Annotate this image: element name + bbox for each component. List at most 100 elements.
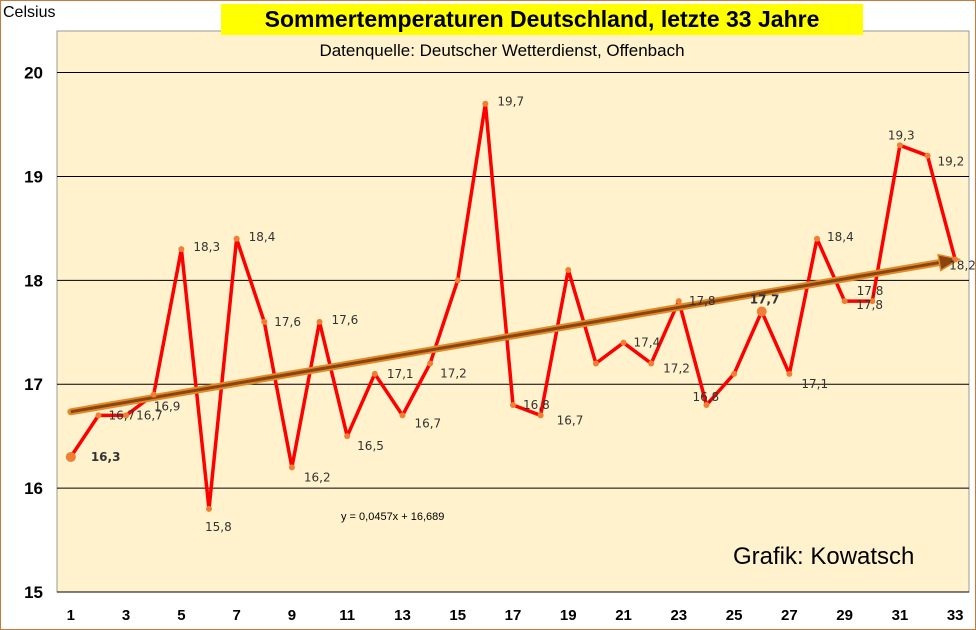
data-label: 16,5 [357, 439, 384, 453]
chart-title: Sommertemperaturen Deutschland, letzte 3… [221, 4, 863, 35]
data-label: 17,8 [689, 294, 716, 308]
data-label: 17,1 [387, 367, 414, 381]
y-tick-label: 17 [24, 375, 43, 394]
data-label: 19,7 [497, 95, 524, 109]
y-tick-label: 18 [24, 271, 43, 290]
y-tick-label: 20 [24, 64, 43, 83]
data-point [288, 464, 295, 471]
data-point [371, 370, 378, 377]
x-tick-label: 11 [339, 607, 355, 624]
data-label: 17,1 [801, 377, 828, 391]
x-tick-label: 29 [836, 607, 853, 624]
data-point [592, 360, 599, 367]
data-point [95, 412, 102, 419]
trendline-equation: y = 0,0457x + 16,689 [341, 511, 445, 523]
data-label: 17,8 [857, 284, 884, 298]
data-point [261, 318, 268, 325]
x-tick-label: 25 [726, 607, 743, 624]
data-label: 17,6 [274, 315, 301, 329]
x-tick-label: 21 [615, 607, 632, 624]
y-tick-label: 15 [24, 583, 43, 602]
data-point [233, 235, 240, 242]
data-label: 18,4 [827, 230, 854, 244]
plot-area [56, 30, 970, 593]
x-axis-ticks: 1 3 5 7 9 11 13 15 17 19 21 23 25 27 29 31 33 [67, 607, 964, 624]
data-point [814, 235, 820, 242]
data-point [150, 391, 157, 398]
data-labels: 16,316,7 16,716,918,315,818,417,616,217,6… [91, 95, 975, 534]
data-label: 18,4 [249, 230, 276, 244]
data-label: 17,4 [634, 336, 661, 350]
x-tick-label: 13 [394, 607, 411, 624]
y-tick-label: 16 [24, 479, 43, 498]
trend-line-core [70, 261, 940, 414]
data-point [648, 360, 655, 367]
x-tick-label: 33 [947, 607, 964, 624]
data-point [65, 451, 76, 462]
data-label: 16,3 [91, 450, 121, 464]
data-label: 15,8 [205, 520, 232, 534]
data-label: 17,2 [663, 361, 690, 375]
data-point [399, 412, 406, 419]
data-point [924, 152, 931, 159]
data-label: 17,7 [750, 293, 780, 307]
x-tick-label: 23 [670, 607, 687, 624]
data-point [841, 298, 848, 305]
gridlines [57, 72, 969, 593]
data-point [316, 318, 323, 325]
data-point [206, 505, 212, 512]
data-point [703, 402, 710, 408]
x-tick-label: 7 [232, 607, 240, 624]
x-tick-label: 5 [177, 607, 185, 624]
data-label: 18,3 [193, 240, 220, 254]
data-point [869, 298, 876, 305]
data-point [344, 433, 351, 440]
data-label: 16,7 [108, 408, 135, 422]
data-label: 16,9 [154, 400, 181, 414]
x-tick-label: 27 [781, 607, 798, 624]
chart-subtitle: Datenquelle: Deutscher Wetterdienst, Off… [319, 41, 685, 60]
data-label: 16,8 [523, 398, 550, 412]
data-point [756, 306, 767, 317]
data-point [731, 370, 738, 377]
data-label: 16,7 [136, 408, 163, 422]
data-label: 19,2 [938, 155, 965, 169]
chart-title-text: Sommertemperaturen Deutschland, letzte 3… [264, 6, 820, 32]
x-tick-label: 19 [560, 607, 577, 624]
data-point [178, 246, 185, 253]
data-point [675, 298, 682, 305]
y-tick-label: 19 [24, 167, 43, 186]
data-label: 18,2 [949, 259, 975, 273]
data-label: 16,8 [692, 390, 719, 404]
x-tick-label: 1 [67, 607, 75, 624]
data-label: 16,7 [414, 416, 441, 430]
data-point [427, 360, 434, 367]
x-tick-label: 17 [505, 607, 522, 624]
data-label: 17,6 [332, 313, 359, 327]
data-point [510, 402, 516, 408]
data-markers [65, 100, 959, 512]
data-point [786, 370, 793, 377]
chart-credit: Grafik: Kowatsch [733, 543, 915, 570]
x-tick-label: 9 [288, 607, 296, 624]
x-tick-label: 3 [122, 607, 130, 624]
y-axis-ticks: 15 16 17 18 19 20 [24, 64, 43, 602]
data-point [537, 412, 544, 419]
data-point [565, 266, 572, 273]
data-label: 17,2 [440, 366, 467, 380]
data-point [454, 277, 461, 284]
data-label: 16,2 [304, 470, 331, 484]
y-axis-unit-label: Celsius [3, 4, 56, 21]
x-tick-label: 15 [449, 607, 466, 624]
data-point [123, 412, 130, 419]
data-point [482, 100, 489, 107]
data-point [620, 339, 627, 346]
data-point [952, 256, 959, 263]
x-tick-label: 31 [892, 607, 909, 624]
data-label: 16,7 [557, 413, 584, 427]
data-label: 17,8 [856, 298, 883, 312]
data-label: 19,3 [888, 128, 915, 142]
data-point [896, 142, 903, 149]
